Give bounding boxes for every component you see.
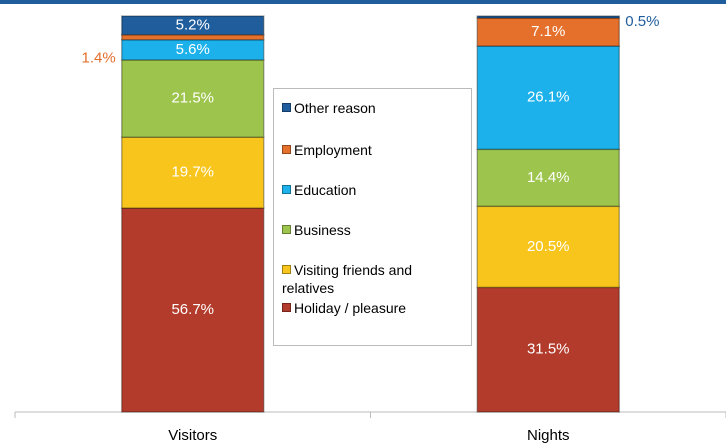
data-label: 21.5% — [171, 90, 214, 107]
data-label: 31.5% — [527, 341, 570, 358]
bar-segment — [121, 207, 265, 413]
bar-segment — [476, 15, 620, 19]
legend-swatch — [282, 303, 291, 312]
legend-swatch — [282, 103, 291, 112]
legend-swatch — [282, 225, 291, 234]
bar-segment — [476, 148, 620, 208]
data-label: 5.2% — [176, 16, 210, 33]
bar-segment — [476, 205, 620, 289]
x-tick-label: Nights — [527, 427, 570, 444]
data-label: 5.6% — [176, 41, 210, 58]
legend-item: Business — [282, 221, 467, 239]
legend-item: Holiday / pleasure — [282, 299, 467, 317]
legend-item: Employment — [282, 141, 467, 159]
legend: Holiday / pleasure Visiting friends and r… — [273, 88, 472, 346]
bar-segment — [121, 136, 265, 209]
bar-segment — [476, 286, 620, 413]
top-band — [0, 0, 726, 4]
legend-label: Business — [294, 222, 351, 238]
data-label: 20.5% — [527, 238, 570, 255]
data-label: 14.4% — [527, 169, 570, 186]
legend-label: Other reason — [294, 100, 376, 116]
data-label: 1.4% — [82, 50, 116, 67]
data-label: 0.5% — [625, 13, 659, 30]
data-label: 26.1% — [527, 89, 570, 106]
bar-segment — [121, 15, 265, 36]
x-tick-label: Visitors — [168, 427, 217, 444]
bar-segment — [476, 45, 620, 151]
legend-swatch — [282, 145, 291, 154]
legend-label: Education — [294, 182, 357, 198]
data-label: 19.7% — [171, 164, 214, 181]
legend-label: Employment — [294, 142, 372, 158]
bar-segment — [121, 33, 265, 41]
legend-swatch — [282, 265, 291, 274]
legend-label: Visiting friends and relatives — [282, 262, 413, 296]
legend-item: Visiting friends and relatives — [282, 261, 467, 297]
legend-item: Other reason — [282, 99, 467, 117]
bar-segment — [121, 59, 265, 138]
legend-label: Holiday / pleasure — [294, 300, 407, 316]
legend-swatch — [282, 185, 291, 194]
data-label: 56.7% — [171, 301, 214, 318]
data-label: 7.1% — [531, 23, 565, 40]
bar-segment — [476, 17, 620, 47]
legend-item: Education — [282, 181, 467, 199]
